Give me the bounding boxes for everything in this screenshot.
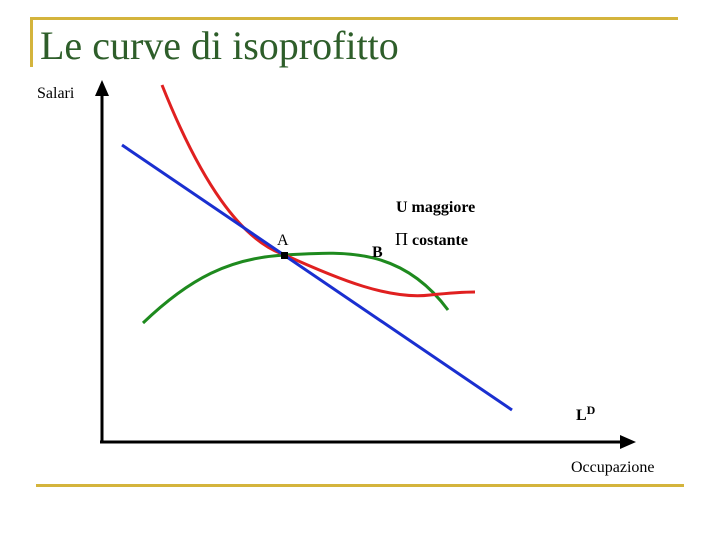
profit-symbol: Π (395, 229, 408, 249)
profit-label: costante (412, 232, 468, 249)
y-axis-arrow (95, 80, 109, 96)
indifference-curve (160, 84, 476, 298)
frame-bottom-line (36, 484, 684, 487)
utility-label: U maggiore (396, 199, 475, 216)
frame-left-line (30, 17, 33, 67)
y-axis-label: Salari (37, 85, 75, 102)
point-a-marker (281, 252, 288, 259)
demand-label-main: L (576, 407, 587, 424)
frame-top-line (30, 17, 678, 20)
demand-label-sup: D (587, 403, 596, 417)
slide-title: Le curve di isoprofitto (40, 23, 399, 68)
x-axis-arrow (620, 435, 636, 449)
demand-line (121, 143, 513, 412)
demand-label: LD (576, 403, 596, 424)
point-a-label: A (277, 232, 289, 249)
x-axis-label: Occupazione (571, 459, 655, 476)
point-b-label: B (372, 244, 383, 261)
